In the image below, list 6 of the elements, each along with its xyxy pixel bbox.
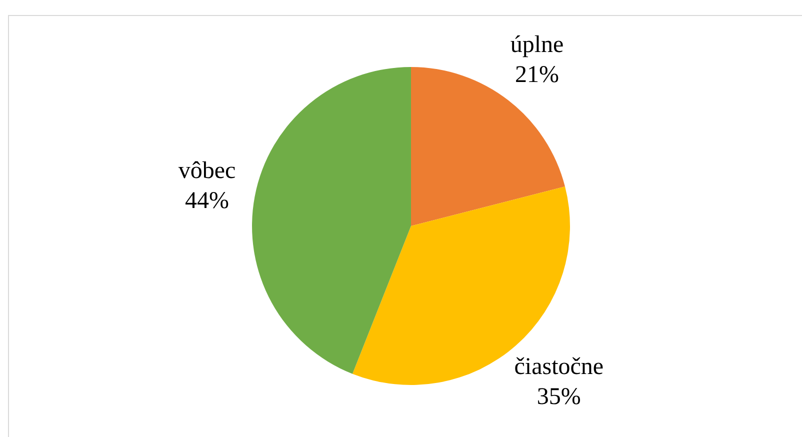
slice-label: úplne [510,32,564,58]
slice-label: vôbec [178,158,236,184]
data-label: 35% [536,384,581,410]
data-label: 44% [185,188,230,214]
slice-label: čiastočne [514,354,604,380]
data-label: 21% [515,62,560,88]
